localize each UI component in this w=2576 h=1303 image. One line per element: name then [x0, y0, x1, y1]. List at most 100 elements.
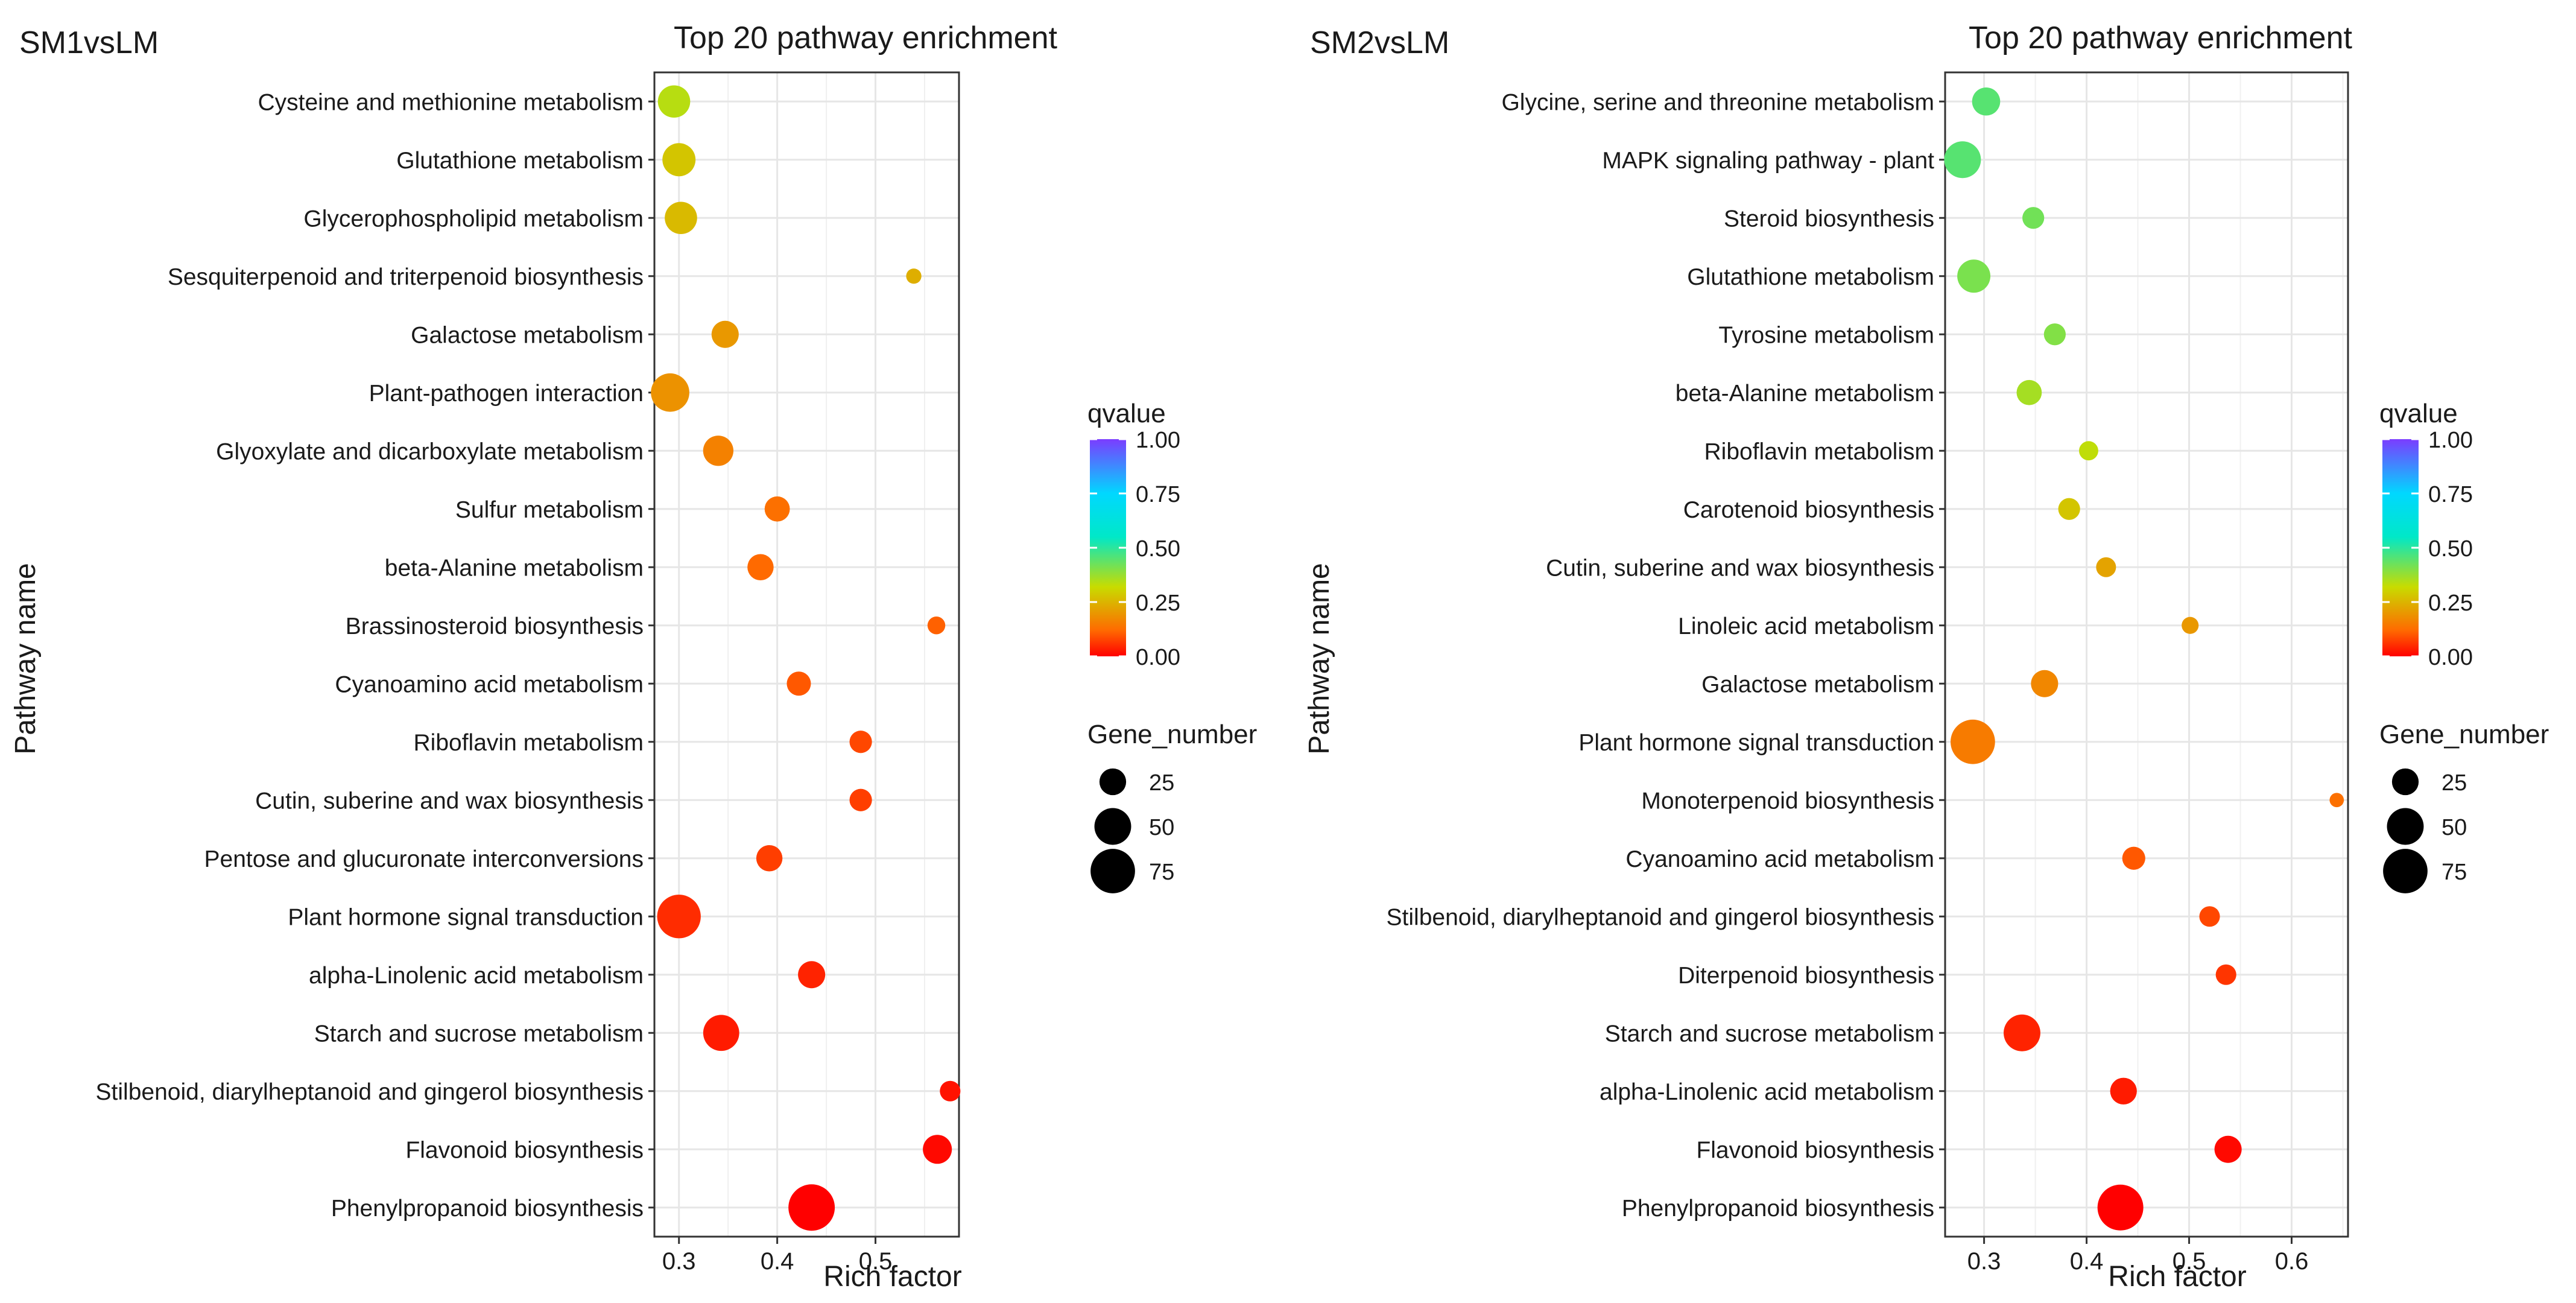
colorbar-tick-label: 1.00: [2428, 428, 2473, 453]
data-point: [2079, 441, 2098, 461]
data-point: [2097, 1184, 2144, 1231]
data-point: [2199, 906, 2220, 927]
size-legend-label: 25: [2442, 770, 2467, 796]
size-legend: 25 50 75: [2383, 768, 2467, 893]
y-tick-label: Pentose and glucuronate interconversions: [204, 846, 644, 872]
y-tick-label: Plant hormone signal transduction: [1578, 730, 1934, 756]
data-point: [2022, 207, 2045, 229]
data-point: [2214, 1135, 2242, 1163]
y-tick-label: Phenylpropanoid biosynthesis: [331, 1196, 644, 1222]
y-tick-label: Cysteine and methionine metabolism: [258, 89, 644, 115]
data-point: [906, 268, 922, 284]
data-point: [798, 961, 826, 989]
panel-sm2vslm: SM2vsLM Top 20 pathway enrichment Glycin…: [1303, 21, 2549, 1293]
colorbar-tick-label: 0.50: [1136, 536, 1180, 562]
qvalue-ticks: 1.00 0.75 0.50 0.25 0.00: [1090, 428, 1180, 670]
size-legend-dot: [1094, 808, 1131, 845]
data-point: [657, 895, 701, 939]
y-tick-label: Glutathione metabolism: [396, 148, 644, 174]
y-tick-label: Phenylpropanoid biosynthesis: [1622, 1196, 1934, 1222]
data-point: [2016, 379, 2042, 405]
y-tick-label: Plant-pathogen interaction: [369, 381, 644, 407]
x-tick-label: 0.5: [859, 1248, 893, 1275]
y-tick-label: alpha-Linolenic acid metabolism: [309, 963, 644, 989]
data-point: [2096, 557, 2116, 577]
y-tick-label: Galactose metabolism: [411, 322, 644, 348]
data-point: [849, 731, 872, 753]
plot-area: Glycine, serine and threonine metabolism…: [1387, 71, 2349, 1275]
data-point: [2031, 670, 2059, 697]
y-tick-label: Glycine, serine and threonine metabolism: [1501, 89, 1934, 115]
x-tick-label: 0.4: [2070, 1248, 2104, 1275]
x-axis-label: Rich factor: [2108, 1261, 2246, 1293]
data-point: [786, 671, 811, 696]
data-point: [747, 554, 774, 580]
y-tick-label: Sulfur metabolism: [455, 497, 644, 523]
colorbar-tick-label: 0.25: [2428, 591, 2473, 616]
data-point: [1957, 259, 1991, 293]
colorbar-tick-label: 0.00: [1136, 645, 1180, 670]
data-point: [923, 1135, 952, 1164]
data-point: [703, 1015, 739, 1051]
data-point: [662, 143, 696, 177]
y-tick-label: Riboflavin metabolism: [414, 730, 644, 756]
data-point: [2110, 1077, 2137, 1105]
colorbar-tick-label: 0.50: [2428, 536, 2473, 562]
size-legend-dot: [2391, 768, 2419, 796]
y-tick-label: Flavonoid biosynthesis: [405, 1137, 644, 1163]
panel-label: SM2vsLM: [1310, 25, 1449, 60]
y-tick-label: Glutathione metabolism: [1687, 264, 1934, 290]
size-legend-label: 25: [1149, 770, 1174, 796]
data-point: [2182, 617, 2199, 634]
y-tick-label: Riboflavin metabolism: [1704, 439, 1935, 464]
y-tick-label: Starch and sucrose metabolism: [314, 1021, 644, 1047]
plot-border: [1944, 71, 2349, 1238]
size-legend-dot: [1099, 768, 1127, 796]
y-tick-label: Cyanoamino acid metabolism: [1625, 846, 1934, 872]
y-tick-label: Linoleic acid metabolism: [1678, 613, 1934, 639]
y-tick-label: Cutin, suberine and wax biosynthesis: [1546, 555, 1934, 581]
y-tick-label: Stilbenoid, diarylheptanoid and gingerol…: [1387, 904, 1934, 930]
y-tick-label: beta-Alanine metabolism: [385, 555, 644, 581]
data-point: [651, 373, 689, 412]
y-tick-label: Tyrosine metabolism: [1718, 322, 1934, 348]
y-tick-label: Plant hormone signal transduction: [288, 904, 644, 930]
y-tick-label: Carotenoid biosynthesis: [1683, 497, 1934, 523]
data-point: [927, 617, 946, 635]
data-point: [711, 320, 739, 348]
data-point: [940, 1080, 961, 1102]
data-point: [2329, 793, 2344, 808]
y-tick-label: Brassinosteroid biosynthesis: [346, 613, 644, 639]
colorbar-tick-label: 0.75: [2428, 482, 2473, 507]
data-point: [788, 1184, 835, 1231]
data-point: [2004, 1014, 2040, 1051]
y-tick-label: Flavonoid biosynthesis: [1696, 1137, 1934, 1163]
x-tick-label: 0.3: [1967, 1248, 2001, 1275]
data-point: [2058, 498, 2080, 520]
size-legend-dot: [2387, 808, 2424, 845]
y-tick-label: Cutin, suberine and wax biosynthesis: [255, 788, 644, 814]
x-tick-label: 0.6: [2275, 1248, 2309, 1275]
size-legend-label: 75: [2442, 860, 2467, 885]
data-point: [703, 436, 734, 466]
size-legend-dot: [2383, 849, 2428, 893]
y-tick-label: Monoterpenoid biosynthesis: [1641, 788, 1934, 814]
y-tick-label: Diterpenoid biosynthesis: [1678, 963, 1934, 989]
data-point: [1944, 141, 1981, 179]
qvalue-ticks: 1.00 0.75 0.50 0.25 0.00: [2382, 428, 2473, 670]
y-tick-label: Sesquiterpenoid and triterpenoid biosynt…: [168, 264, 644, 290]
y-axis-label: Pathway name: [1303, 563, 1335, 755]
size-legend-label: 50: [2442, 815, 2467, 840]
y-tick-label: beta-Alanine metabolism: [1676, 381, 1934, 407]
y-tick-label: Cyanoamino acid metabolism: [335, 671, 644, 697]
data-point: [756, 845, 783, 872]
plot-area: Cysteine and methionine metabolism Glutat…: [96, 71, 961, 1275]
colorbar-tick-label: 0.00: [2428, 645, 2473, 670]
y-tick-label: Glyoxylate and dicarboxylate metabolism: [216, 439, 644, 464]
panel-label: SM1vsLM: [19, 25, 159, 60]
data-point: [657, 85, 691, 118]
y-tick-label: alpha-Linolenic acid metabolism: [1600, 1079, 1934, 1105]
data-point: [2043, 323, 2066, 346]
x-tick-label: 0.4: [761, 1248, 794, 1275]
data-point: [2122, 846, 2145, 870]
